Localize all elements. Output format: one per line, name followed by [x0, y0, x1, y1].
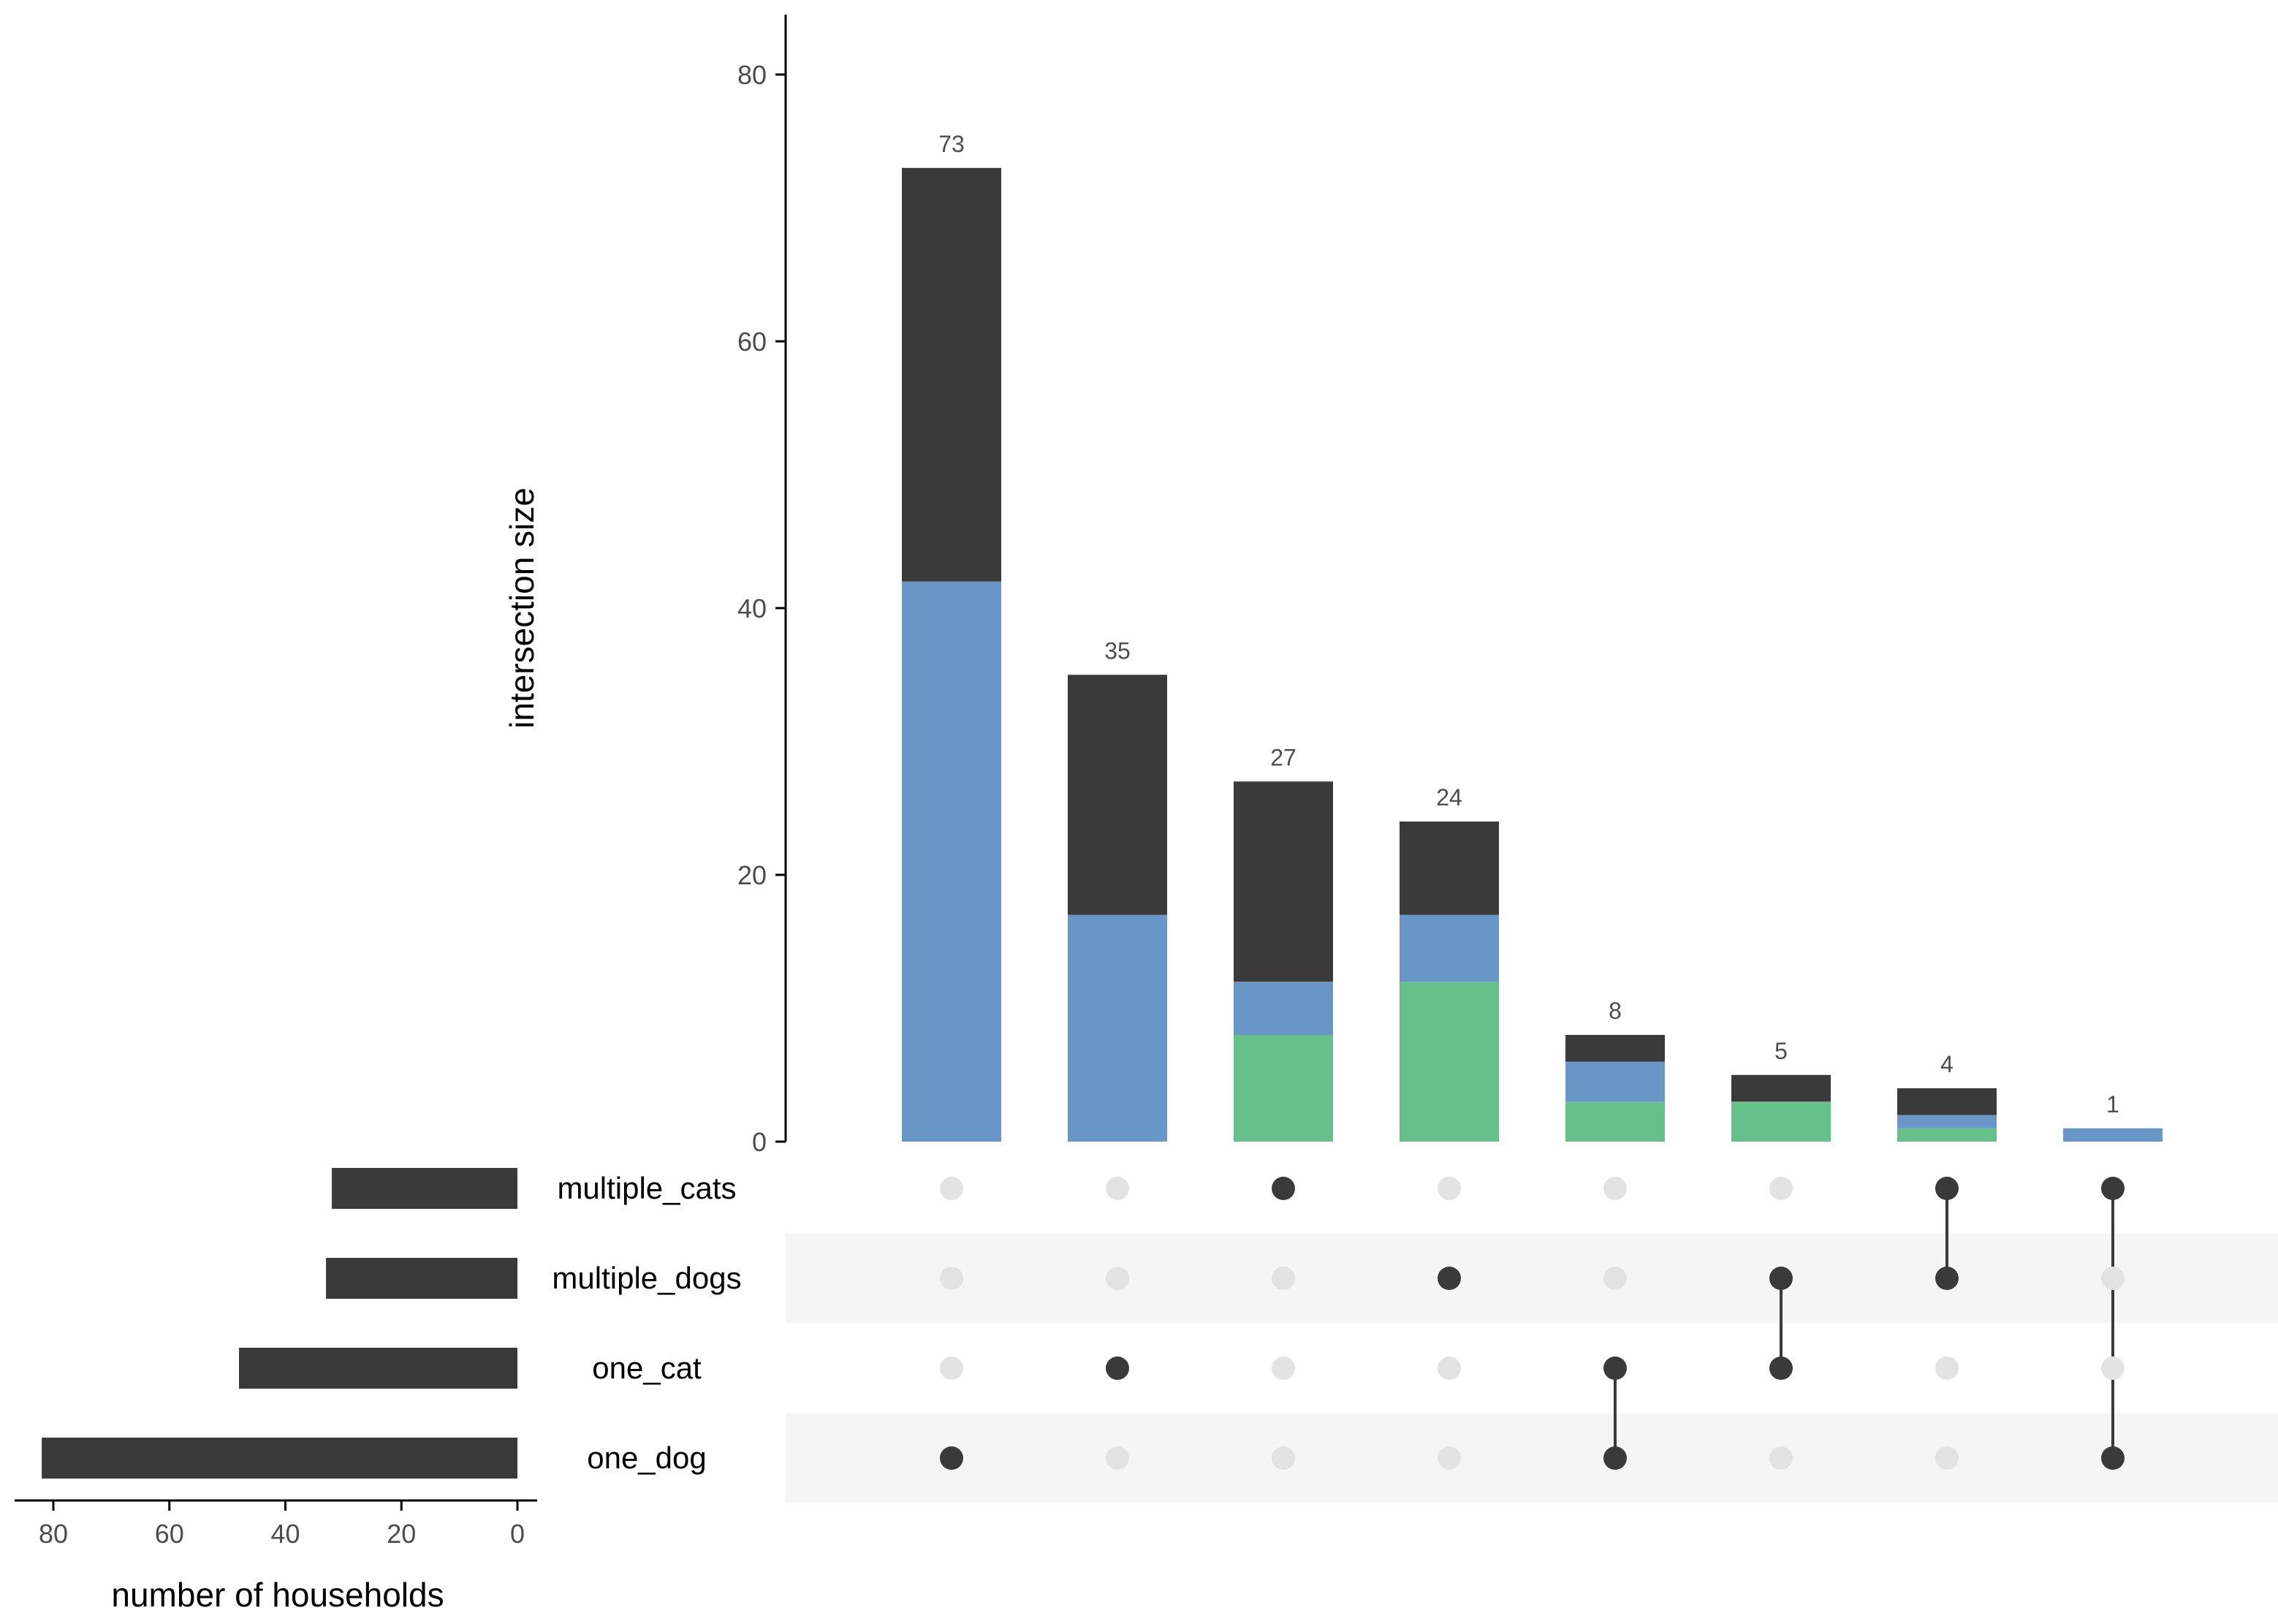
set-size-axis: 80 60 40 20 0 — [15, 1499, 537, 1549]
bar-segment-dark-2 — [1068, 675, 1167, 915]
bar-segment-blue-4 — [1400, 914, 1499, 982]
bar-segment-blue-5 — [1565, 1061, 1665, 1102]
matrix-dot-inactive-one_cat — [2101, 1357, 2125, 1380]
matrix-row-band-one_dog — [786, 1413, 2278, 1503]
set-size-bar-multiple_dogs — [326, 1258, 517, 1299]
set-name-labels: multiple_cats multiple_dogs one_cat one_dog — [552, 1171, 741, 1475]
set-label-one_cat: one_cat — [592, 1351, 702, 1385]
set-size-bar-multiple_cats — [332, 1168, 517, 1209]
x-tick-label: 60 — [155, 1519, 184, 1549]
matrix-dot-active-one_dog — [2101, 1446, 2125, 1470]
bar-segment-green-5 — [1565, 1101, 1665, 1142]
x-tick-label: 20 — [387, 1519, 416, 1549]
matrix-dot-inactive-one_cat — [940, 1357, 963, 1380]
bar-segment-green-4 — [1400, 982, 1499, 1142]
y-tick-label: 40 — [737, 593, 767, 623]
bar-segment-green-3 — [1234, 1035, 1333, 1142]
bar-segment-green-6 — [1731, 1101, 1831, 1142]
matrix-dot-active-multiple_dogs — [1769, 1267, 1793, 1290]
bar-count-label-5: 8 — [1609, 998, 1622, 1024]
bar-segment-blue-1 — [902, 581, 1001, 1142]
bar-count-label-7: 4 — [1940, 1051, 1954, 1077]
bar-segment-blue-7 — [1897, 1115, 1997, 1128]
matrix-dot-active-one_cat — [1603, 1357, 1627, 1380]
bar-segment-green-7 — [1897, 1128, 1997, 1142]
bar-segment-blue-3 — [1234, 982, 1333, 1035]
matrix-dot-inactive-one_cat — [1272, 1357, 1295, 1380]
intersection-count-labels: 73 35 27 24 8 5 4 1 — [938, 131, 2119, 1118]
set-size-bar-one_dog — [42, 1438, 517, 1479]
matrix-dot-active-multiple_cats — [1935, 1177, 1959, 1200]
bar-segment-dark-5 — [1565, 1035, 1665, 1062]
intersection-size-axis: 0 20 40 60 80 — [737, 15, 787, 1157]
set-size-bar-one_cat — [239, 1348, 517, 1389]
matrix-dot-active-multiple_cats — [1272, 1177, 1295, 1200]
bar-segment-blue-8 — [2063, 1128, 2163, 1142]
bar-segment-dark-3 — [1234, 781, 1333, 982]
matrix-dot-active-one_dog — [1603, 1446, 1627, 1470]
matrix-dot-inactive-one_cat — [1935, 1357, 1959, 1380]
matrix-dot-inactive-multiple_dogs — [940, 1267, 963, 1290]
matrix-dot-inactive-one_dog — [1438, 1446, 1461, 1470]
x-tick-label: 0 — [510, 1519, 525, 1549]
set-size-axis-title: number of households — [111, 1576, 444, 1614]
bar-count-label-6: 5 — [1774, 1038, 1788, 1064]
bar-segment-dark-4 — [1400, 822, 1499, 915]
intersection-bars — [902, 167, 2163, 1142]
bar-segment-dark-1 — [902, 167, 1001, 582]
matrix-dot-active-multiple_dogs — [1438, 1267, 1461, 1290]
matrix-dot-inactive-one_dog — [1769, 1446, 1793, 1470]
bar-count-label-4: 24 — [1436, 784, 1462, 811]
matrix-dot-inactive-one_dog — [1935, 1446, 1959, 1470]
set-membership-matrix — [940, 1177, 2125, 1470]
matrix-dot-inactive-one_dog — [1106, 1446, 1129, 1470]
bar-count-label-3: 27 — [1270, 744, 1296, 770]
bar-segment-blue-2 — [1068, 914, 1167, 1142]
matrix-dot-active-one_cat — [1106, 1357, 1129, 1380]
intersection-size-axis-title: intersection size — [503, 487, 541, 729]
set-label-multiple_cats: multiple_cats — [557, 1171, 736, 1205]
matrix-row-shading — [786, 1233, 2278, 1503]
set-label-one_dog: one_dog — [587, 1441, 707, 1475]
matrix-dot-inactive-multiple_dogs — [1106, 1267, 1129, 1290]
y-tick-label: 80 — [737, 60, 767, 90]
y-tick-label: 20 — [737, 860, 767, 890]
matrix-dot-inactive-multiple_cats — [1438, 1177, 1461, 1200]
y-tick-label: 60 — [737, 327, 767, 357]
matrix-dot-inactive-multiple_dogs — [1603, 1267, 1627, 1290]
matrix-dot-inactive-multiple_cats — [1769, 1177, 1793, 1200]
set-size-bars — [42, 1168, 517, 1479]
set-label-multiple_dogs: multiple_dogs — [552, 1261, 741, 1295]
matrix-dot-active-multiple_cats — [2101, 1177, 2125, 1200]
matrix-dot-inactive-one_cat — [1438, 1357, 1461, 1380]
bar-segment-dark-6 — [1731, 1074, 1831, 1102]
bar-count-label-1: 73 — [938, 131, 965, 157]
bar-segment-dark-7 — [1897, 1088, 1997, 1115]
bar-count-label-2: 35 — [1104, 637, 1131, 664]
bar-count-label-8: 1 — [2106, 1091, 2119, 1118]
matrix-dot-inactive-multiple_dogs — [2101, 1267, 2125, 1290]
matrix-dot-active-multiple_dogs — [1935, 1267, 1959, 1290]
y-tick-label: 0 — [752, 1127, 767, 1157]
matrix-dot-active-one_cat — [1769, 1357, 1793, 1380]
matrix-dot-inactive-multiple_cats — [940, 1177, 963, 1200]
x-tick-label: 80 — [39, 1519, 68, 1549]
matrix-dot-inactive-multiple_cats — [1603, 1177, 1627, 1200]
matrix-row-band-multiple_dogs — [786, 1233, 2278, 1324]
x-tick-label: 40 — [270, 1519, 300, 1549]
matrix-dot-inactive-one_dog — [1272, 1446, 1295, 1470]
matrix-dot-active-one_dog — [940, 1446, 963, 1470]
matrix-dot-inactive-multiple_cats — [1106, 1177, 1129, 1200]
matrix-dot-inactive-multiple_dogs — [1272, 1267, 1295, 1290]
